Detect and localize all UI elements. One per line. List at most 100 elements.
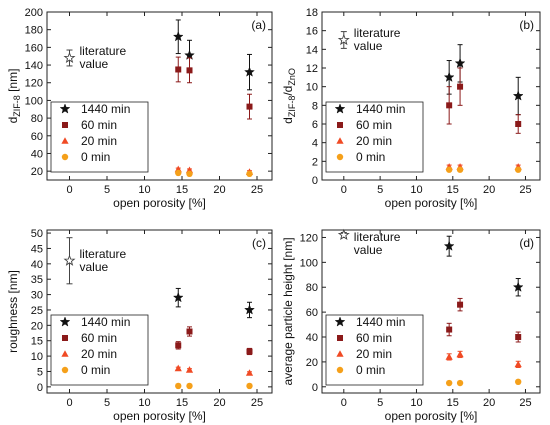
y-tick-label: 20 (31, 166, 43, 178)
data-point (246, 170, 253, 178)
literature-label: value (80, 260, 109, 274)
literature-value-marker (63, 254, 76, 266)
data-point (512, 90, 524, 101)
data-point (457, 83, 464, 90)
y-axis-label: average particle height [nm] (281, 237, 295, 385)
data-point (457, 301, 464, 308)
data-point (445, 379, 453, 387)
data-point (175, 169, 182, 177)
data-point (184, 49, 195, 60)
y-tick-label: 60 (306, 307, 318, 319)
y-tick-label: 0 (312, 175, 318, 187)
legend-marker (59, 316, 71, 327)
y-tick-label: 160 (25, 42, 43, 54)
x-tick-label: 20 (483, 184, 495, 196)
plot-frame (46, 229, 273, 394)
y-tick-label: 40 (31, 259, 43, 271)
data-point (185, 366, 194, 373)
legend-entry: 1440 min (81, 102, 130, 116)
x-tick-label: 10 (410, 397, 422, 409)
data-point (172, 31, 184, 42)
data-point (186, 382, 193, 390)
x-tick-label: 15 (447, 184, 459, 196)
legend-box (325, 101, 424, 173)
y-axis-label: roughness [nm] (6, 270, 20, 353)
legend-box (50, 101, 149, 173)
legend-entry: 20 min (81, 134, 117, 148)
y-tick-label: 80 (31, 113, 43, 125)
y-tick-label: 100 (25, 95, 43, 107)
data-point (175, 342, 182, 349)
panel-label: (d) (519, 236, 534, 250)
data-point (174, 364, 182, 372)
chart-panel-1: 0 5 10 15 20 25 20 40 60 80 100 120 140 160 180 200 open… (6, 7, 273, 210)
data-point (172, 291, 184, 303)
legend-entry: 60 min (356, 118, 392, 132)
data-point (443, 240, 455, 251)
y-tick-label: 4 (312, 138, 318, 150)
x-tick-label: 15 (176, 184, 188, 196)
y-tick-label: 10 (306, 82, 318, 94)
legend-marker (61, 137, 69, 144)
literature-label: literature (80, 247, 127, 261)
y-axis-label-subscript: ZnO (287, 68, 297, 86)
x-tick-label: 20 (213, 397, 225, 409)
literature-value-marker (337, 33, 350, 46)
y-tick-label: 100 (300, 257, 318, 269)
y-tick-label: 18 (306, 7, 318, 19)
x-tick-label: 25 (519, 397, 531, 409)
legend-entry: 0 min (81, 150, 110, 164)
data-point (175, 66, 182, 73)
literature-value-marker (337, 228, 350, 241)
x-tick-label: 0 (66, 184, 72, 196)
y-tick-label: 120 (300, 232, 318, 244)
y-tick-label: 8 (312, 100, 318, 112)
y-tick-label: 40 (31, 148, 43, 160)
panel-label: (c) (252, 236, 266, 250)
x-axis-label: open porosity [%] (385, 196, 478, 210)
data-point (515, 378, 522, 386)
y-tick-label: 30 (31, 290, 43, 302)
data-point (456, 379, 464, 387)
legend-box (50, 314, 149, 386)
x-tick-label: 15 (447, 397, 459, 409)
x-axis-label: open porosity [%] (113, 196, 206, 210)
y-axis-label-subscript: ZIF-8 (287, 96, 297, 118)
y-tick-label: 6 (312, 119, 318, 131)
data-point (186, 328, 193, 335)
literature-value-marker (63, 51, 76, 64)
y-tick-label: 180 (25, 25, 43, 37)
data-point (245, 369, 254, 376)
legend-entry: 20 min (356, 347, 392, 361)
x-tick-label: 5 (104, 184, 110, 196)
x-tick-label: 10 (410, 184, 422, 196)
legend-marker (337, 122, 343, 128)
x-tick-label: 0 (341, 397, 347, 409)
literature-label: literature (354, 26, 401, 40)
legend-entry: 0 min (81, 363, 110, 377)
y-tick-label: 10 (31, 351, 43, 363)
legend-box (325, 314, 424, 386)
x-tick-label: 20 (483, 397, 495, 409)
data-point (515, 166, 522, 173)
legend-marker (337, 335, 343, 341)
x-axis-label: open porosity [%] (113, 409, 206, 423)
y-tick-label: 5 (37, 366, 43, 378)
x-tick-label: 25 (251, 397, 263, 409)
legend-entry: 60 min (81, 331, 117, 345)
x-tick-label: 0 (341, 184, 347, 196)
y-tick-label: 80 (306, 282, 318, 294)
plot-frame (321, 229, 541, 394)
data-point (512, 281, 524, 292)
legend-entry: 1440 min (81, 315, 130, 329)
chart-panel-3: 0 5 10 15 20 25 0 5 10 15 20 25 30 35 40 45 50 open poros… (6, 228, 273, 423)
literature-label: value (354, 39, 383, 53)
data-point (454, 57, 466, 68)
legend-marker (59, 103, 71, 114)
y-tick-label: 45 (31, 243, 43, 255)
x-tick-label: 0 (66, 397, 72, 409)
y-tick-label: 25 (31, 305, 43, 317)
y-tick-label: 0 (312, 382, 318, 394)
y-tick-label: 60 (31, 131, 43, 143)
data-point (175, 382, 182, 390)
